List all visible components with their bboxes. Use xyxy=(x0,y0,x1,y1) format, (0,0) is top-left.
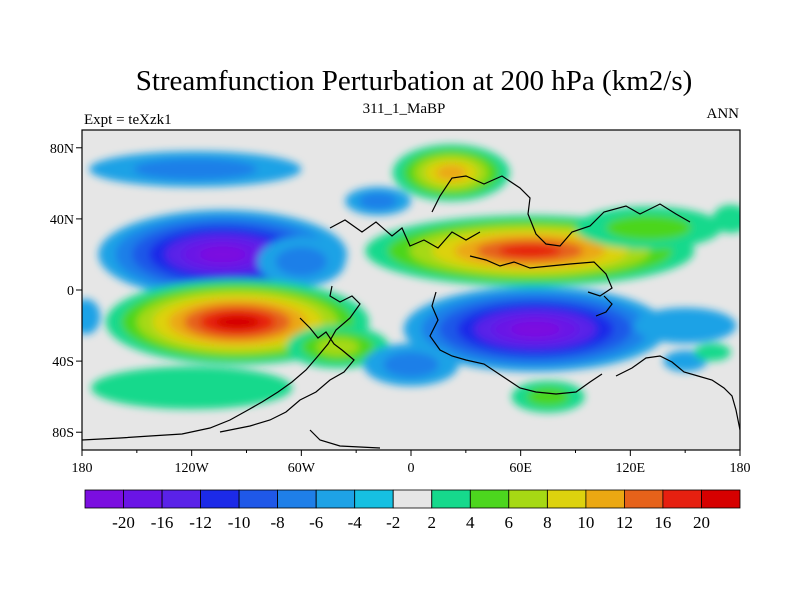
colorbar-label: -12 xyxy=(189,513,212,532)
colorbar-swatch xyxy=(277,489,317,509)
colorbar-label: -20 xyxy=(112,513,135,532)
case-label: 311_1_MaBP xyxy=(363,101,446,117)
contour-level-4-1 xyxy=(358,192,398,210)
chart-title: Streamfunction Perturbation at 200 hPa (… xyxy=(136,65,693,97)
colorbar-label: 4 xyxy=(466,513,475,532)
map-panel xyxy=(82,130,740,450)
colorbar-label: -8 xyxy=(271,513,285,532)
coastline-americas xyxy=(82,219,481,441)
contour-level-10-1 xyxy=(606,215,692,241)
contour-level-11-6 xyxy=(510,321,561,338)
contour-level-15-1 xyxy=(526,387,570,407)
colorbar-swatch xyxy=(624,489,664,509)
contour-level-12-1 xyxy=(383,352,439,378)
x-tick-label: 180 xyxy=(730,461,751,476)
colorbar-swatch xyxy=(84,489,124,509)
colorbar-swatch xyxy=(469,489,510,509)
colorbar-label: 16 xyxy=(654,513,671,532)
colorbar-swatch xyxy=(161,489,202,509)
colorbar-label: 10 xyxy=(577,513,594,532)
y-axis: 80N 40N 0 40S 80S xyxy=(50,142,82,441)
colorbar-label: 12 xyxy=(616,513,633,532)
y-tick-label: 80S xyxy=(52,426,74,441)
colorbar-label: 8 xyxy=(543,513,552,532)
season-label: ANN xyxy=(707,106,740,122)
x-tick-label: 0 xyxy=(408,461,415,476)
y-tick-label: 80N xyxy=(50,142,74,157)
experiment-label: Expt = teXzk1 xyxy=(84,112,172,128)
colorbar-swatch xyxy=(662,489,702,509)
x-axis: 180 120W 60W 0 60E 120E 180 xyxy=(72,450,751,476)
x-tick-label: 60W xyxy=(288,461,316,476)
contour-level-5-7 xyxy=(215,314,260,330)
contour-level-16-0 xyxy=(694,343,731,362)
contour-level-8-4 xyxy=(436,165,467,181)
y-tick-label: 0 xyxy=(67,284,74,299)
contour-level-13-0 xyxy=(634,307,737,344)
x-tick-label: 60E xyxy=(509,461,532,476)
colorbar-label: -2 xyxy=(386,513,400,532)
y-tick-label: 40N xyxy=(50,213,74,228)
contour-level-7-0 xyxy=(91,366,293,410)
y-tick-label: 40S xyxy=(52,355,74,370)
contour-level-2-1 xyxy=(275,247,327,277)
x-tick-label: 120E xyxy=(616,461,646,476)
colorbar-swatch xyxy=(315,489,356,509)
x-tick-label: 120W xyxy=(175,461,210,476)
coastlines xyxy=(82,175,740,449)
contour-level-1-6 xyxy=(199,246,247,263)
colorbar-swatch xyxy=(392,489,433,509)
colorbar-label: 20 xyxy=(693,513,710,532)
colorbar-label: 6 xyxy=(505,513,514,532)
colorbar-label: -16 xyxy=(151,513,174,532)
colorbar-swatch xyxy=(701,489,741,509)
colorbar-label: -6 xyxy=(309,513,323,532)
contour-level-9-6 xyxy=(498,244,561,258)
contour-fill xyxy=(82,144,740,413)
x-tick-label: 180 xyxy=(72,461,93,476)
colorbar-swatch xyxy=(547,489,587,509)
colorbar-label: 2 xyxy=(428,513,437,532)
colorbar-label: -4 xyxy=(348,513,363,532)
colorbar: -20 -16 -12 -10 -8 -6 -4 -2 2 4 6 8 10 12 16 20 xyxy=(84,489,741,532)
contour-level-0-1 xyxy=(133,158,258,180)
colorbar-swatch xyxy=(585,489,625,509)
contour-level-17-0 xyxy=(712,204,740,234)
colorbar-swatch xyxy=(354,489,394,509)
colorbar-swatch xyxy=(200,489,240,509)
coastline-australia xyxy=(309,355,740,449)
contour-level-3-0 xyxy=(82,298,101,335)
colorbar-swatch xyxy=(508,489,548,509)
coastline-europe-africa xyxy=(429,175,691,395)
colorbar-swatch xyxy=(238,489,279,509)
colorbar-label: -10 xyxy=(228,513,251,532)
colorbar-swatch xyxy=(431,489,471,509)
colorbar-swatch xyxy=(123,489,163,509)
